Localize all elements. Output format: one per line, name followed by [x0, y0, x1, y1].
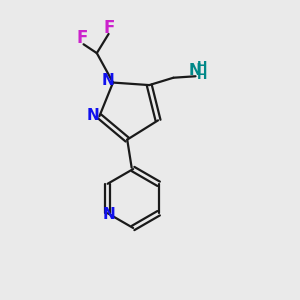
Text: N: N	[103, 207, 116, 222]
Text: N: N	[86, 108, 99, 123]
Text: F: F	[76, 29, 88, 47]
Text: F: F	[103, 19, 115, 37]
Text: H: H	[197, 69, 207, 82]
Text: H: H	[197, 60, 207, 73]
Text: N: N	[189, 64, 202, 79]
Text: N: N	[101, 73, 114, 88]
